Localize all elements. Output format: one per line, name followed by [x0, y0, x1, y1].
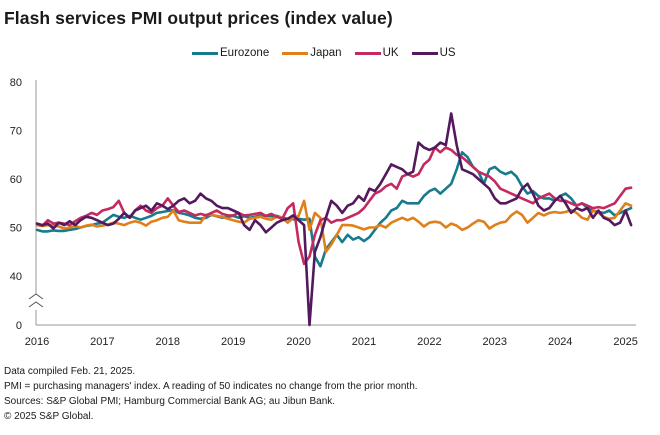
axes [28, 80, 636, 326]
x-tick-label: 2020 [286, 336, 310, 348]
tick-labels: 0 40 50 60 70 80 2016 2017 2018 2019 2020 2021 2022 2… [10, 77, 638, 348]
x-tick-label: 2019 [221, 336, 245, 348]
legend-label-eurozone: Eurozone [220, 47, 270, 59]
series-line-uk [35, 146, 633, 266]
note-data-compiled: Data compiled Feb. 21, 2025. [4, 366, 136, 377]
y-tick-label: 40 [10, 271, 22, 283]
x-tick-label: 2023 [483, 336, 507, 348]
legend-swatch-uk [354, 51, 381, 55]
legend-swatch-eurozone [192, 51, 218, 55]
legend-item-japan: Japan [282, 47, 342, 59]
chart-legend: Eurozone Japan UK US [192, 47, 469, 59]
x-tick-label: 2024 [548, 336, 572, 348]
note-sources: Sources: S&P Global PMI; Hamburg Commerc… [4, 396, 336, 407]
y-tick-label: 60 [10, 174, 22, 186]
legend-item-us: US [411, 47, 456, 59]
x-tick-label: 2021 [352, 336, 376, 348]
legend-label-uk: UK [382, 47, 399, 59]
y-tick-label: 80 [10, 77, 22, 89]
x-tick-label: 2025 [613, 336, 637, 348]
series-lines [35, 112, 633, 327]
x-tick-label: 2022 [417, 336, 441, 348]
line-chart: 0 40 50 60 70 80 2016 2017 2018 2019 2020 2021 2022 2… [10, 77, 638, 348]
legend-item-uk: UK [354, 47, 399, 59]
axis-break-icon [28, 293, 44, 310]
note-copyright: © 2025 S&P Global. [4, 411, 94, 422]
series-line-us [35, 112, 633, 327]
series-line-japan [35, 199, 633, 254]
legend-label-us: US [439, 47, 456, 59]
legend-item-eurozone: Eurozone [192, 47, 269, 59]
legend-label-japan: Japan [310, 47, 342, 59]
x-tick-label: 2018 [156, 336, 180, 348]
y-tick-label: 50 [10, 223, 22, 235]
x-tick-label: 2016 [25, 336, 49, 348]
legend-swatch-us [411, 51, 438, 55]
chart-notes: Data compiled Feb. 21, 2025. PMI = purch… [4, 364, 418, 424]
y-tick-label: 0 [16, 320, 22, 332]
note-pmi-definition: PMI = purchasing managers' index. A read… [4, 381, 418, 392]
x-tick-label: 2017 [90, 336, 114, 348]
legend-swatch-japan [282, 51, 309, 55]
chart-title: Flash services PMI output prices (index … [4, 8, 393, 28]
y-tick-label: 70 [10, 126, 22, 138]
